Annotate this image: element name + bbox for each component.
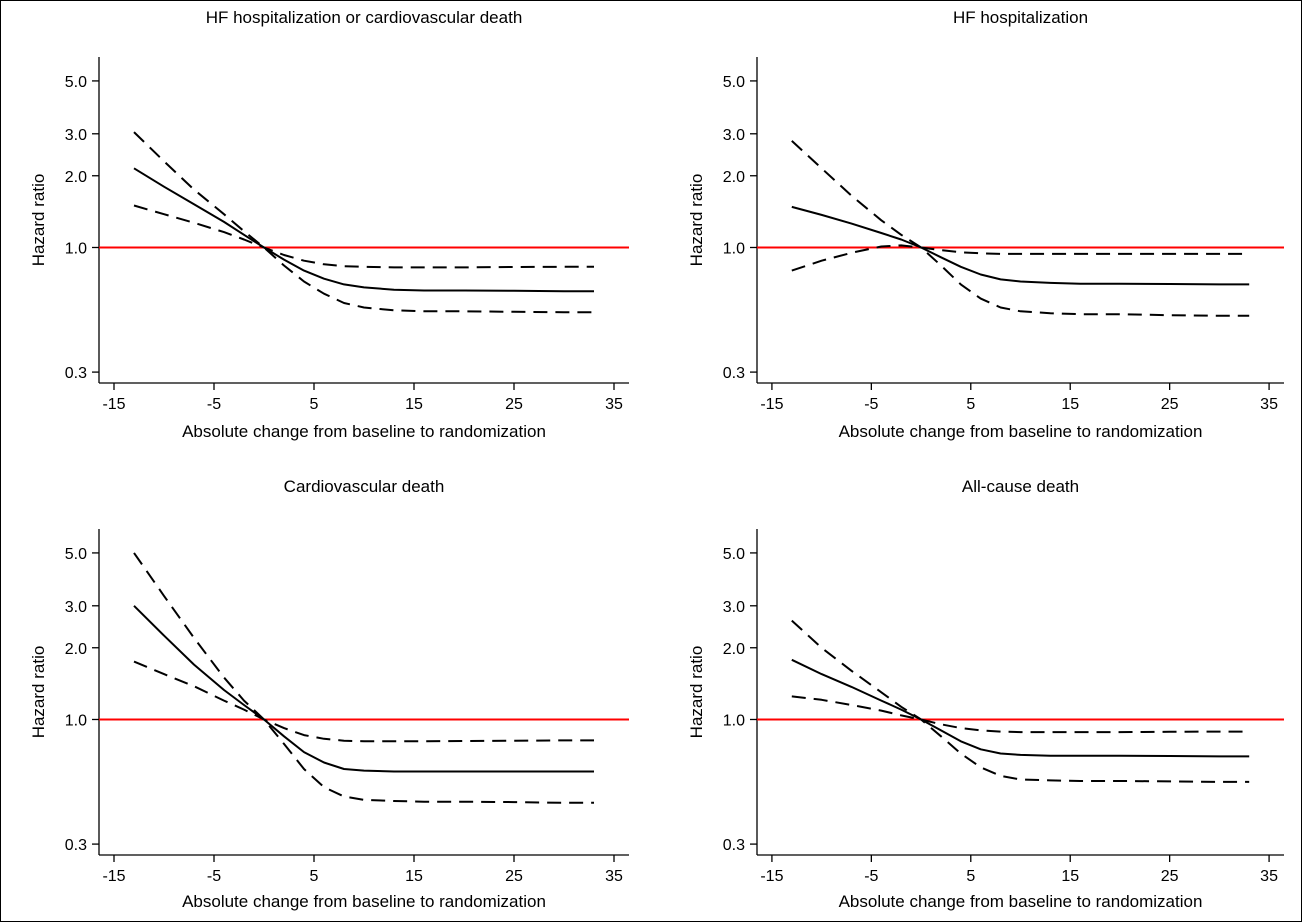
estimate-curve (133, 167, 594, 293)
x-tick-label: 35 (1260, 396, 1278, 413)
x-tick-label: 25 (505, 868, 523, 885)
y-tick-label: 3.0 (65, 599, 87, 616)
y-tick-label: 2.0 (723, 641, 745, 658)
y-tick-label: 1.0 (65, 240, 87, 257)
x-axis-label: Absolute change from baseline to randomi… (839, 892, 1203, 911)
y-tick-label: 1.0 (65, 712, 87, 729)
x-tick-label: 25 (505, 396, 523, 413)
x-tick-label: -15 (760, 396, 783, 413)
y-tick-label: 0.3 (723, 365, 745, 382)
y-tick-label: 0.3 (723, 837, 745, 854)
chart-panel-4: All-cause death 0.3 1.0 2.0 3.0 5.0 -15 -5 5 15 25… (687, 477, 1284, 911)
estimate-curve (133, 605, 594, 773)
y-axis-label: Hazard ratio (29, 646, 48, 739)
y-tick-label: 2.0 (65, 641, 87, 658)
y-tick-label: 5.0 (723, 74, 745, 91)
x-axis-label: Absolute change from baseline to randomi… (182, 422, 546, 441)
x-tick-label: -15 (102, 396, 125, 413)
x-tick-label: -5 (207, 868, 221, 885)
estimate-curve (791, 658, 1250, 758)
x-tick-label: 15 (1061, 396, 1079, 413)
ci-curve-1 (133, 131, 594, 314)
ci-curve-2 (791, 695, 1250, 734)
y-tick-label: 3.0 (723, 599, 745, 616)
x-tick-label: 15 (405, 868, 423, 885)
x-tick-label: 35 (605, 868, 623, 885)
x-tick-label: 5 (310, 396, 319, 413)
x-tick-label: -15 (102, 868, 125, 885)
y-tick-label: 5.0 (65, 546, 87, 563)
x-tick-label: 5 (966, 396, 975, 413)
y-tick-label: 5.0 (65, 74, 87, 91)
chart-panel-2: HF hospitalization 0.3 1.0 2.0 3.0 5.0 -15 -5 5 1… (687, 8, 1284, 441)
y-tick-label: 3.0 (65, 127, 87, 144)
y-axis-label: Hazard ratio (687, 174, 706, 267)
x-tick-label: 15 (405, 396, 423, 413)
x-tick-label: 35 (605, 396, 623, 413)
x-tick-label: -5 (207, 396, 221, 413)
chart-title: HF hospitalization (953, 8, 1088, 27)
y-tick-label: 2.0 (723, 169, 745, 186)
estimate-curve (791, 205, 1250, 286)
y-axis-label: Hazard ratio (687, 646, 706, 739)
chart-panel-1: HF hospitalization or cardiovascular dea… (29, 8, 629, 441)
x-tick-label: -15 (760, 868, 783, 885)
ci-curve-1 (791, 140, 1250, 317)
ci-curve-2 (133, 204, 594, 269)
x-tick-label: 5 (310, 868, 319, 885)
ci-curve-1 (791, 619, 1250, 783)
chart-panel-3: Cardiovascular death 0.3 1.0 2.0 3.0 5.0 -15 -5… (29, 477, 629, 911)
y-tick-label: 1.0 (723, 240, 745, 257)
x-tick-label: 35 (1260, 868, 1278, 885)
x-axis-label: Absolute change from baseline to randomi… (182, 892, 546, 911)
ci-curve-1 (133, 552, 594, 804)
x-tick-label: 25 (1161, 396, 1179, 413)
x-tick-label: 5 (966, 868, 975, 885)
ci-curve-2 (791, 244, 1250, 272)
y-tick-label: 2.0 (65, 169, 87, 186)
chart-title: All-cause death (962, 477, 1079, 496)
chart-title: HF hospitalization or cardiovascular dea… (206, 8, 523, 27)
chart-title: Cardiovascular death (284, 477, 445, 496)
x-tick-label: -5 (864, 396, 878, 413)
x-axis-label: Absolute change from baseline to randomi… (839, 422, 1203, 441)
x-tick-label: -5 (864, 868, 878, 885)
y-tick-label: 3.0 (723, 127, 745, 144)
y-tick-label: 0.3 (65, 365, 87, 382)
y-tick-label: 1.0 (723, 712, 745, 729)
y-axis-label: Hazard ratio (29, 174, 48, 267)
y-tick-label: 5.0 (723, 546, 745, 563)
ci-curve-2 (133, 660, 594, 743)
x-tick-label: 15 (1061, 868, 1079, 885)
y-tick-label: 0.3 (65, 837, 87, 854)
x-tick-label: 25 (1161, 868, 1179, 885)
